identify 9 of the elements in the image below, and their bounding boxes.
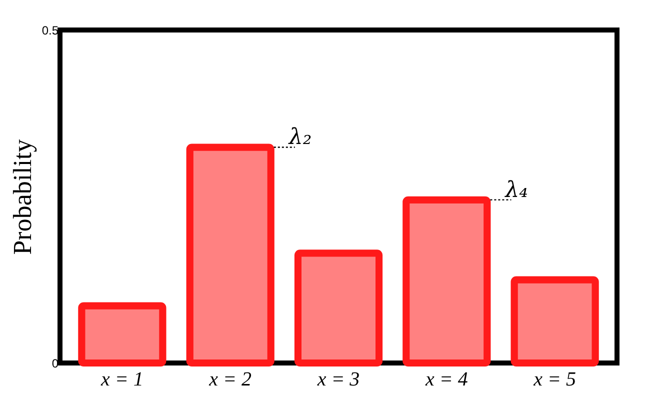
y-axis-title: Probability (8, 139, 37, 255)
annotation: λ₂ (288, 125, 312, 150)
x-tick-label: x = 3 (316, 368, 360, 390)
x-tick-label: x = 1 (100, 368, 144, 390)
annotation: λ₄ (504, 178, 528, 203)
y-tick-label: 0.5 (42, 24, 59, 38)
x-tick-label: x = 4 (424, 368, 468, 390)
x-tick-label: x = 2 (208, 368, 252, 390)
x-tick-label: x = 5 (532, 368, 576, 390)
